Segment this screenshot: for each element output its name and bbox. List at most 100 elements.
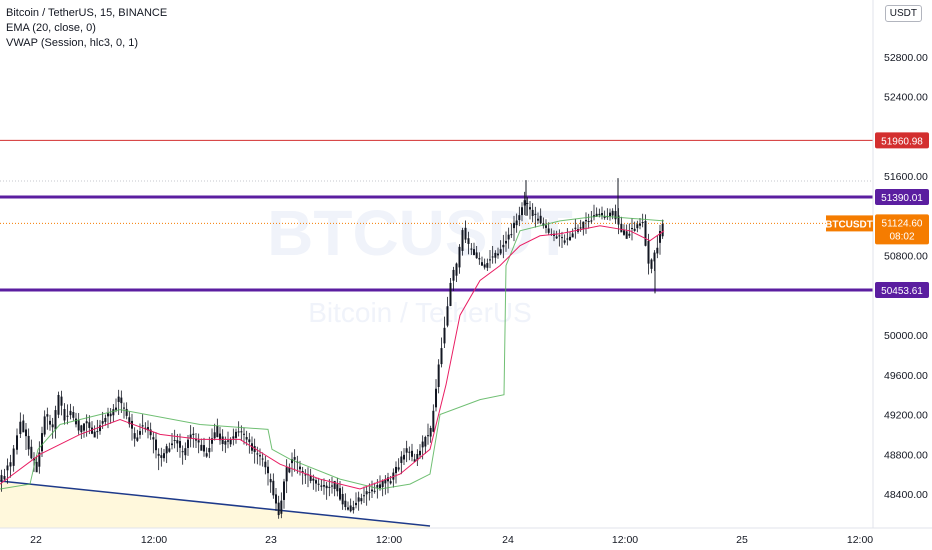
- candle-body[interactable]: [355, 502, 357, 506]
- candle-body[interactable]: [27, 435, 30, 450]
- candle-body[interactable]: [131, 420, 133, 429]
- candle-body[interactable]: [139, 431, 141, 435]
- candle-body[interactable]: [360, 498, 363, 502]
- candle-body[interactable]: [173, 440, 176, 442]
- candle-body[interactable]: [6, 465, 9, 471]
- candle-body[interactable]: [19, 421, 22, 434]
- candle-body[interactable]: [333, 480, 336, 489]
- legend-symbol[interactable]: Bitcoin / TetherUS, 15, BINANCE: [6, 7, 168, 19]
- candle-body[interactable]: [387, 477, 389, 482]
- candle-body[interactable]: [219, 433, 221, 441]
- candle-body[interactable]: [656, 247, 659, 254]
- candle-body[interactable]: [288, 467, 291, 473]
- candle-body[interactable]: [291, 459, 293, 464]
- candle-body[interactable]: [192, 433, 195, 435]
- candle-body[interactable]: [149, 429, 152, 436]
- candle-body[interactable]: [384, 479, 387, 484]
- candle-body[interactable]: [395, 466, 397, 474]
- candle-body[interactable]: [628, 233, 631, 236]
- candle-body[interactable]: [152, 437, 155, 440]
- candle-body[interactable]: [526, 202, 529, 204]
- candle-body[interactable]: [22, 420, 25, 433]
- candle-body[interactable]: [515, 220, 518, 226]
- candle-body[interactable]: [631, 227, 633, 230]
- candle-body[interactable]: [579, 227, 582, 229]
- candle-body[interactable]: [51, 424, 54, 428]
- candle-body[interactable]: [80, 425, 83, 433]
- candle-body[interactable]: [446, 306, 449, 326]
- candle-body[interactable]: [213, 432, 216, 439]
- candle-body[interactable]: [601, 213, 603, 216]
- candle-body[interactable]: [368, 492, 371, 494]
- candle-body[interactable]: [491, 256, 494, 258]
- candle-body[interactable]: [371, 489, 373, 492]
- candle-body[interactable]: [475, 252, 478, 259]
- candle-body[interactable]: [189, 434, 192, 439]
- candle-body[interactable]: [181, 451, 184, 453]
- candle-body[interactable]: [424, 437, 427, 447]
- candle-body[interactable]: [101, 421, 104, 424]
- candle-body[interactable]: [614, 211, 617, 220]
- candle-body[interactable]: [85, 421, 88, 424]
- candle-body[interactable]: [203, 445, 205, 452]
- candle-body[interactable]: [25, 429, 27, 437]
- candle-body[interactable]: [304, 474, 307, 476]
- candle-body[interactable]: [545, 225, 547, 228]
- candle-body[interactable]: [411, 450, 413, 457]
- candle-body[interactable]: [633, 228, 636, 231]
- candle-body[interactable]: [75, 418, 77, 425]
- candle-body[interactable]: [259, 455, 261, 457]
- candle-body[interactable]: [104, 418, 107, 422]
- candle-body[interactable]: [117, 396, 120, 402]
- candle-body[interactable]: [336, 484, 339, 492]
- candle-body[interactable]: [54, 410, 57, 430]
- candle-body[interactable]: [325, 485, 328, 489]
- candle-body[interactable]: [317, 483, 320, 485]
- candle-body[interactable]: [437, 364, 440, 387]
- candle-body[interactable]: [625, 231, 628, 239]
- candle-body[interactable]: [3, 476, 6, 480]
- candle-body[interactable]: [376, 485, 379, 488]
- candle-body[interactable]: [128, 417, 131, 425]
- candle-body[interactable]: [109, 413, 112, 417]
- candle-body[interactable]: [574, 227, 577, 229]
- candle-body[interactable]: [123, 407, 125, 409]
- candle-body[interactable]: [280, 500, 283, 514]
- candle-body[interactable]: [403, 454, 405, 460]
- candle-body[interactable]: [497, 253, 499, 256]
- candle-body[interactable]: [168, 448, 171, 452]
- candle-body[interactable]: [505, 240, 507, 244]
- candle-body[interactable]: [200, 444, 203, 451]
- candle-body[interactable]: [381, 480, 384, 488]
- candle-body[interactable]: [176, 440, 179, 444]
- candle-body[interactable]: [136, 437, 139, 441]
- candle-body[interactable]: [561, 237, 563, 239]
- candle-body[interactable]: [555, 236, 558, 239]
- candle-body[interactable]: [416, 454, 419, 461]
- candle-body[interactable]: [467, 238, 470, 244]
- candle-body[interactable]: [521, 207, 523, 216]
- candle-body[interactable]: [43, 416, 46, 435]
- candle-body[interactable]: [534, 213, 537, 215]
- candle-body[interactable]: [455, 263, 458, 276]
- candle-body[interactable]: [647, 240, 650, 264]
- candle-body[interactable]: [155, 439, 157, 451]
- candle-body[interactable]: [243, 433, 245, 435]
- candle-body[interactable]: [49, 420, 51, 425]
- candle-body[interactable]: [269, 479, 272, 483]
- candle-body[interactable]: [419, 450, 421, 456]
- candle-body[interactable]: [157, 453, 160, 456]
- candle-body[interactable]: [83, 423, 85, 431]
- candle-body[interactable]: [275, 494, 277, 504]
- candle-body[interactable]: [587, 221, 590, 223]
- candle-body[interactable]: [160, 455, 163, 458]
- candle-body[interactable]: [344, 500, 347, 508]
- candle-body[interactable]: [349, 505, 352, 512]
- candle-body[interactable]: [312, 478, 315, 481]
- candle-body[interactable]: [363, 495, 365, 497]
- candle-body[interactable]: [502, 244, 505, 248]
- candle-body[interactable]: [224, 441, 227, 445]
- candle-body[interactable]: [60, 396, 63, 406]
- candle-body[interactable]: [229, 439, 232, 445]
- candle-body[interactable]: [598, 213, 601, 215]
